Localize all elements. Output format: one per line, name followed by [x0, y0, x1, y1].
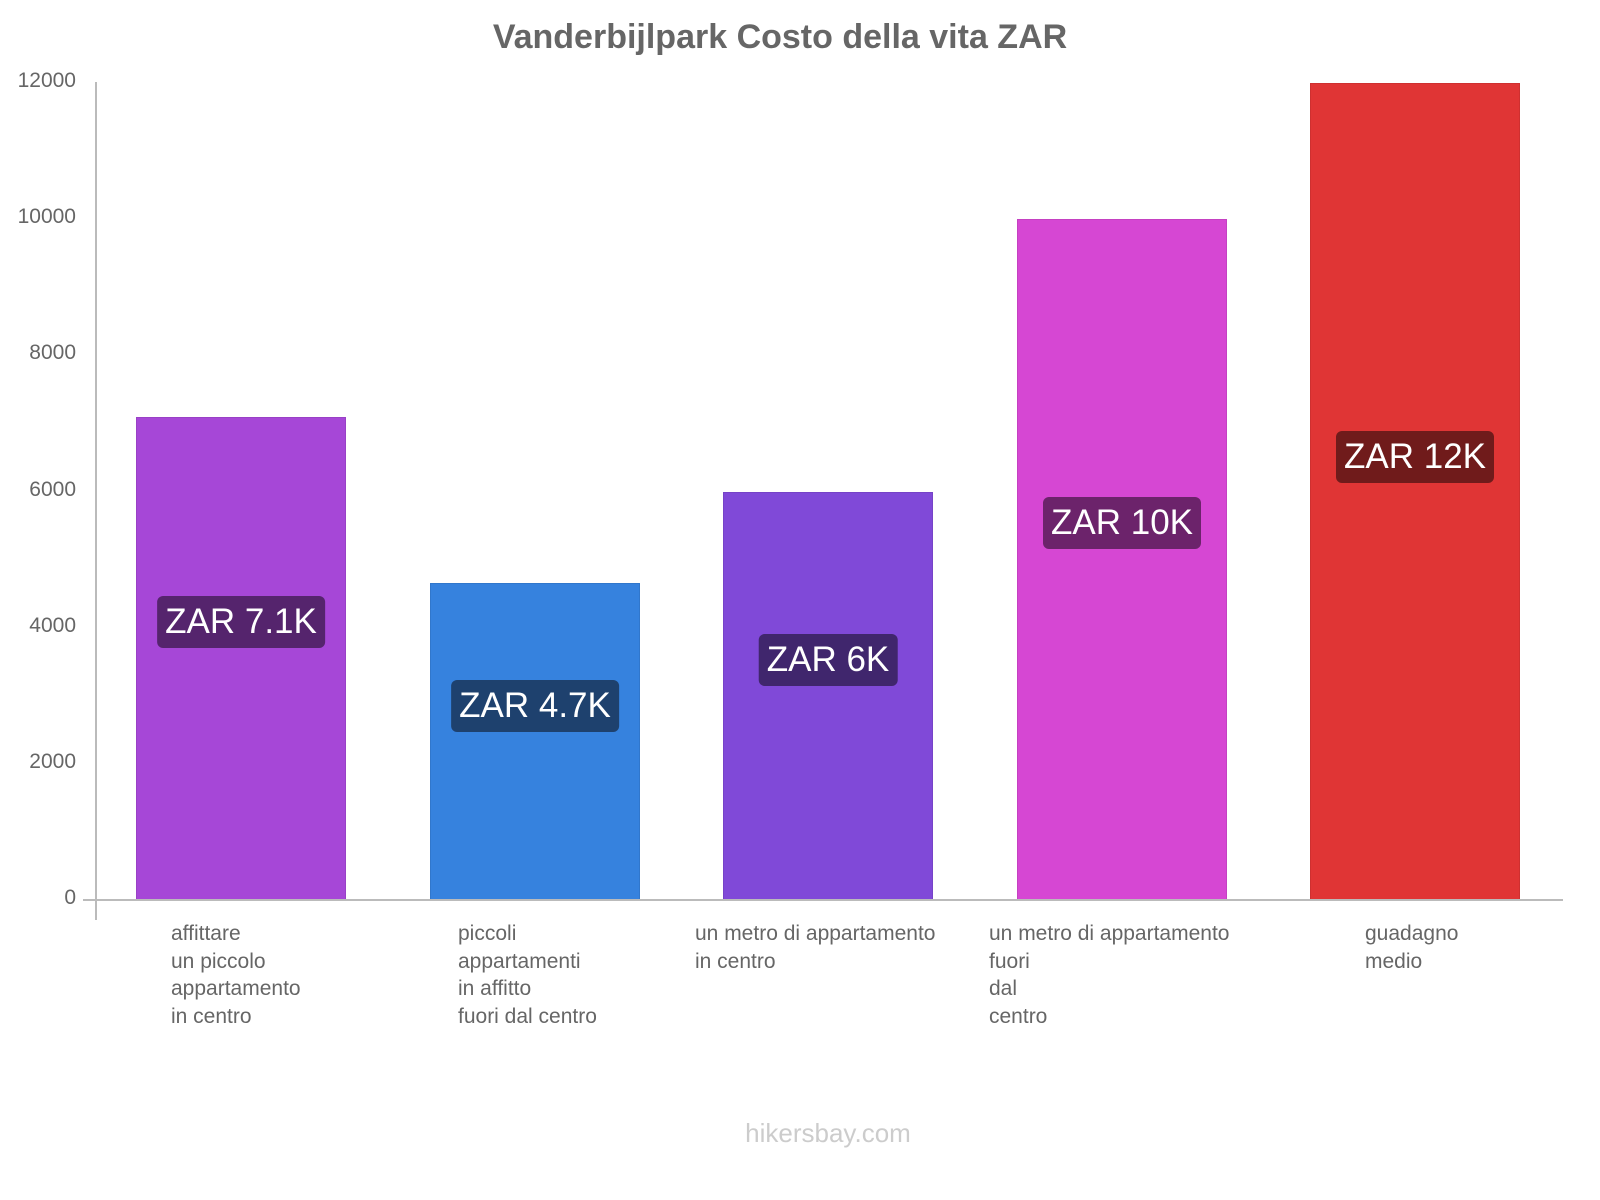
bar-value-label: ZAR 4.7K — [451, 680, 619, 732]
x-tick-label: guadagno medio — [1365, 922, 1459, 973]
y-tick-label: 6000 — [29, 477, 76, 501]
y-tick-label: 12000 — [17, 69, 76, 92]
y-tick-label: 0 — [64, 886, 76, 909]
bar-value-label: ZAR 7.1K — [157, 596, 325, 648]
watermark: hikersbay.com — [745, 1118, 911, 1148]
x-tick-label: affittare un piccolo appartamento in cen… — [171, 922, 301, 1028]
bar-value-label: ZAR 10K — [1043, 497, 1201, 549]
x-tick-label: piccoli appartamenti in affitto fuori da… — [458, 922, 597, 1028]
bar[interactable]: ZAR 6K — [723, 491, 933, 900]
x-tick-label: un metro di appartamento in centro — [695, 922, 936, 973]
plot-area: ZAR 7.1K ZAR 4.7K ZAR 6K ZAR 10K ZAR 12K — [95, 82, 1562, 900]
y-tick-label: 2000 — [29, 749, 76, 773]
bar-value-label: ZAR 12K — [1336, 431, 1494, 483]
x-axis-line — [83, 899, 1563, 901]
x-tick-label: un metro di appartamento fuori dal centr… — [989, 922, 1230, 1028]
bar[interactable]: ZAR 10K — [1017, 219, 1227, 900]
bar[interactable]: ZAR 12K — [1310, 83, 1520, 900]
bar[interactable]: ZAR 4.7K — [430, 583, 640, 900]
y-axis-line — [95, 82, 97, 920]
y-tick-label: 8000 — [29, 341, 76, 365]
bar[interactable]: ZAR 7.1K — [136, 416, 346, 900]
y-tick-label: 4000 — [29, 613, 76, 637]
y-tick-label: 10000 — [17, 205, 76, 229]
bar-value-label: ZAR 6K — [758, 634, 898, 686]
chart-title: Vanderbijlpark Costo della vita ZAR — [492, 18, 1068, 56]
